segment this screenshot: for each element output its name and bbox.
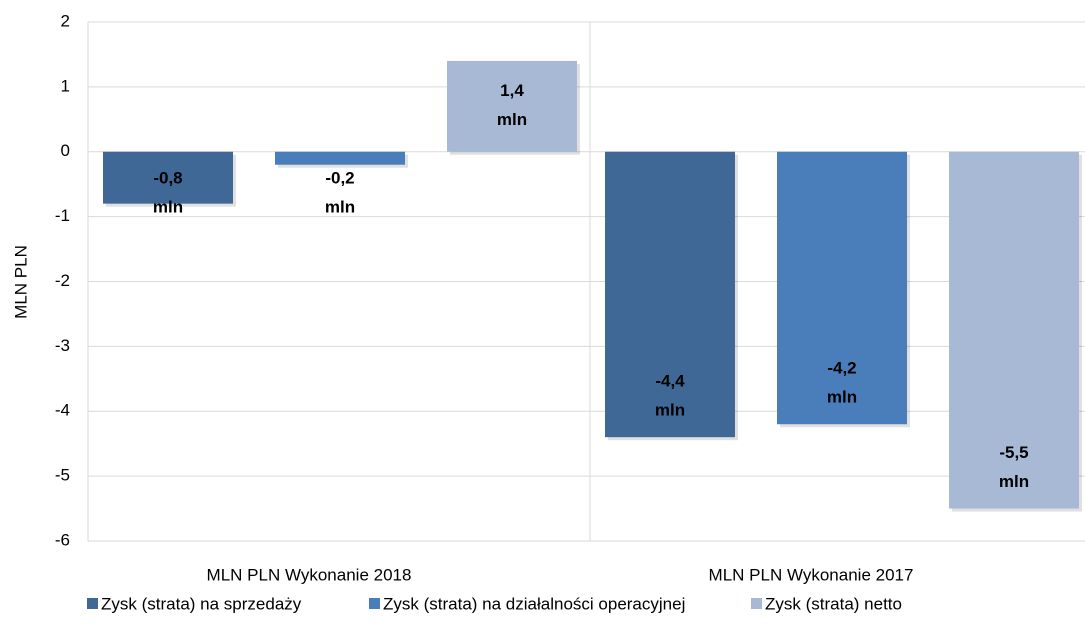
bar <box>777 151 907 425</box>
y-tick-label: -6 <box>55 530 70 549</box>
y-tick-label: -1 <box>55 206 70 225</box>
bar <box>447 60 577 152</box>
data-label: -5,5 mln <box>999 444 1029 492</box>
y-tick-label: 2 <box>61 11 70 30</box>
data-label: -4,2 mln <box>827 359 857 407</box>
legend-label: Zysk (strata) na sprzedaży <box>101 594 302 613</box>
bar <box>275 151 405 165</box>
y-tick-label: 1 <box>61 76 70 95</box>
data-label: -4,4 mln <box>655 372 685 420</box>
y-tick-label: 0 <box>61 141 70 160</box>
data-label: -0,2 mln <box>325 169 355 217</box>
x-tick-label: MLN PLN Wykonanie 2017 <box>709 565 914 584</box>
x-tick-label: MLN PLN Wykonanie 2018 <box>207 565 412 584</box>
legend-swatch <box>87 598 98 609</box>
y-tick-label: -3 <box>55 336 70 355</box>
y-tick-label: -5 <box>55 466 70 485</box>
legend-label: Zysk (strata) na działalności operacyjne… <box>383 594 685 613</box>
data-label: -0,8 mln <box>153 169 183 217</box>
legend-swatch <box>751 598 762 609</box>
data-label: 1,4 mln <box>497 81 527 129</box>
y-tick-label: -2 <box>55 271 70 290</box>
bar <box>949 151 1079 509</box>
legend-swatch <box>369 598 380 609</box>
y-axis-title: MLN PLN <box>11 245 30 319</box>
bar <box>103 151 233 204</box>
y-tick-label: -4 <box>55 401 70 420</box>
bar <box>605 151 735 438</box>
legend-label: Zysk (strata) netto <box>765 594 902 613</box>
